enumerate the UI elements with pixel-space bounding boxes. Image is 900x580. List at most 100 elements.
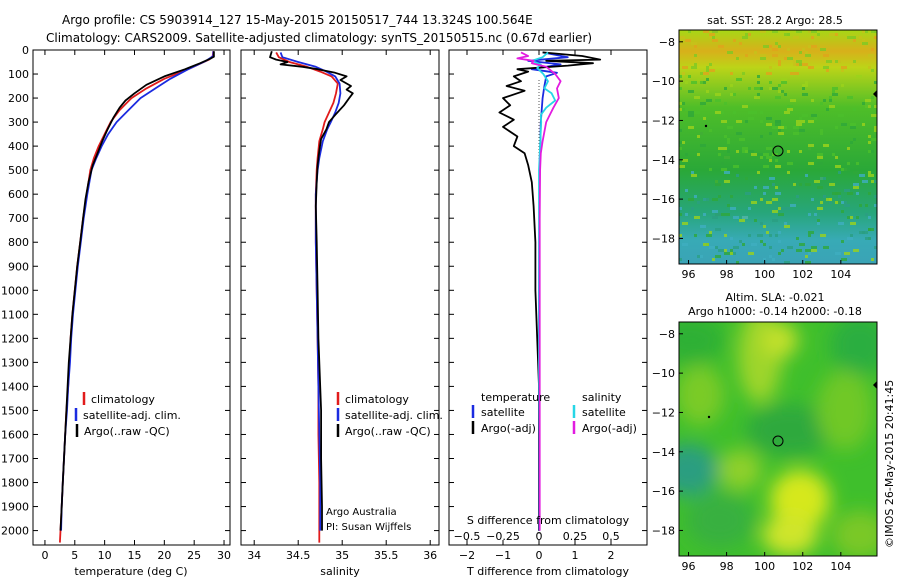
sst-pixel	[736, 261, 739, 264]
map-y-tick-label: −10	[652, 367, 675, 380]
sst-pixel	[793, 132, 799, 135]
sst-pixel	[691, 207, 694, 210]
sst-pixel	[799, 243, 805, 246]
sst-pixel	[724, 180, 730, 183]
sst-pixel	[871, 258, 874, 261]
sst-pixel	[847, 237, 853, 240]
y-tick-label: 1700	[1, 452, 29, 465]
sst-pixel	[721, 162, 724, 165]
sst-pixel	[850, 222, 856, 225]
sst-pixel	[721, 111, 724, 114]
sst-pixel	[724, 171, 730, 174]
sst-pixel	[748, 117, 754, 120]
sst-pixel	[790, 162, 793, 165]
sst-pixel	[808, 30, 811, 33]
sst-pixel	[679, 75, 682, 78]
difference-legend: temperature satellite Argo(-adj) salinit…	[471, 391, 637, 435]
sst-pixel	[784, 57, 787, 60]
sst-pixel	[838, 114, 844, 117]
sst-pixel	[682, 108, 688, 111]
sst-argo-location-marker	[772, 145, 784, 157]
sst-pixel	[688, 198, 694, 201]
sst-pixel	[724, 249, 727, 252]
difference-axes	[448, 49, 648, 546]
sst-pixel	[808, 144, 814, 147]
sst-pixel	[853, 39, 856, 42]
sst-pixel	[775, 234, 778, 237]
sst-pixel	[709, 63, 712, 66]
sst-pixel	[814, 117, 817, 120]
sst-pixel	[742, 138, 745, 141]
sst-pixel	[709, 231, 712, 234]
sst-pixel	[730, 84, 733, 87]
sst-pixel	[808, 162, 814, 165]
sst-pixel	[763, 165, 769, 168]
sst-pixel	[799, 51, 802, 54]
s-tick-label: 0.25	[563, 530, 588, 543]
sst-pixel	[679, 207, 682, 210]
sst-pixel	[844, 168, 850, 171]
legend-heading-salinity: salinity	[582, 391, 622, 404]
sst-pixel	[787, 150, 790, 153]
sst-pixel	[784, 93, 787, 96]
sst-pixel	[778, 132, 784, 135]
sst-pixel	[706, 165, 712, 168]
sst-pixel	[739, 42, 742, 45]
sst-pixel	[697, 135, 700, 138]
sst-pixel	[832, 90, 835, 93]
sst-pixel	[829, 105, 835, 108]
legend-label-satellite: satellite-adj. clim.	[345, 409, 443, 422]
sst-pixel	[694, 63, 697, 66]
sst-pixel	[802, 87, 805, 90]
sst-pixel	[706, 66, 709, 69]
sst-pixel	[715, 93, 721, 96]
y-tick-label: 800	[8, 236, 29, 249]
sst-pixel	[706, 99, 712, 102]
sst-pixel	[754, 87, 760, 90]
sst-pixel	[841, 258, 847, 261]
sst-pixel	[679, 258, 682, 261]
sst-pixel	[850, 123, 856, 126]
sst-pixel	[829, 201, 832, 204]
sst-pixel	[709, 168, 712, 171]
sst-map-texture	[679, 30, 877, 264]
sst-pixel	[703, 72, 709, 75]
sst-pixel	[694, 234, 697, 237]
sst-pixel	[721, 168, 727, 171]
sst-pixel	[832, 87, 838, 90]
sst-pixel	[730, 249, 733, 252]
y-tick-label: 1100	[1, 308, 29, 321]
sst-pixel	[802, 114, 808, 117]
sst-pixel	[688, 111, 694, 114]
sst-pixel	[760, 87, 763, 90]
sst-pixel	[760, 30, 766, 33]
sla-land-speck	[707, 415, 711, 419]
sst-pixel	[820, 234, 826, 237]
sst-pixel	[799, 129, 805, 132]
sst-pixel	[853, 138, 856, 141]
sst-pixel	[862, 180, 868, 183]
sst-pixel	[808, 120, 814, 123]
sst-pixel	[694, 195, 697, 198]
sst-pixel	[817, 219, 820, 222]
sst-pixel	[745, 177, 748, 180]
sst-pixel	[745, 54, 748, 57]
sst-pixel	[772, 210, 778, 213]
sst-pixel	[853, 108, 856, 111]
sst-pixel	[850, 126, 856, 129]
sst-pixel	[721, 120, 727, 123]
sst-pixel	[817, 186, 823, 189]
sst-pixel	[751, 243, 757, 246]
sst-pixel	[826, 198, 832, 201]
sst-pixel	[766, 201, 772, 204]
sst-pixel	[703, 213, 706, 216]
sst-pixel	[727, 51, 733, 54]
sst-pixel	[778, 84, 781, 87]
sst-pixel	[727, 150, 730, 153]
legend-label-argo: Argo(..raw -QC)	[84, 425, 170, 438]
sst-pixel	[703, 117, 706, 120]
sst-pixel	[820, 177, 826, 180]
sst-pixel	[853, 186, 859, 189]
sst-pixel	[763, 192, 766, 195]
x-tick-label: 20	[157, 549, 171, 562]
